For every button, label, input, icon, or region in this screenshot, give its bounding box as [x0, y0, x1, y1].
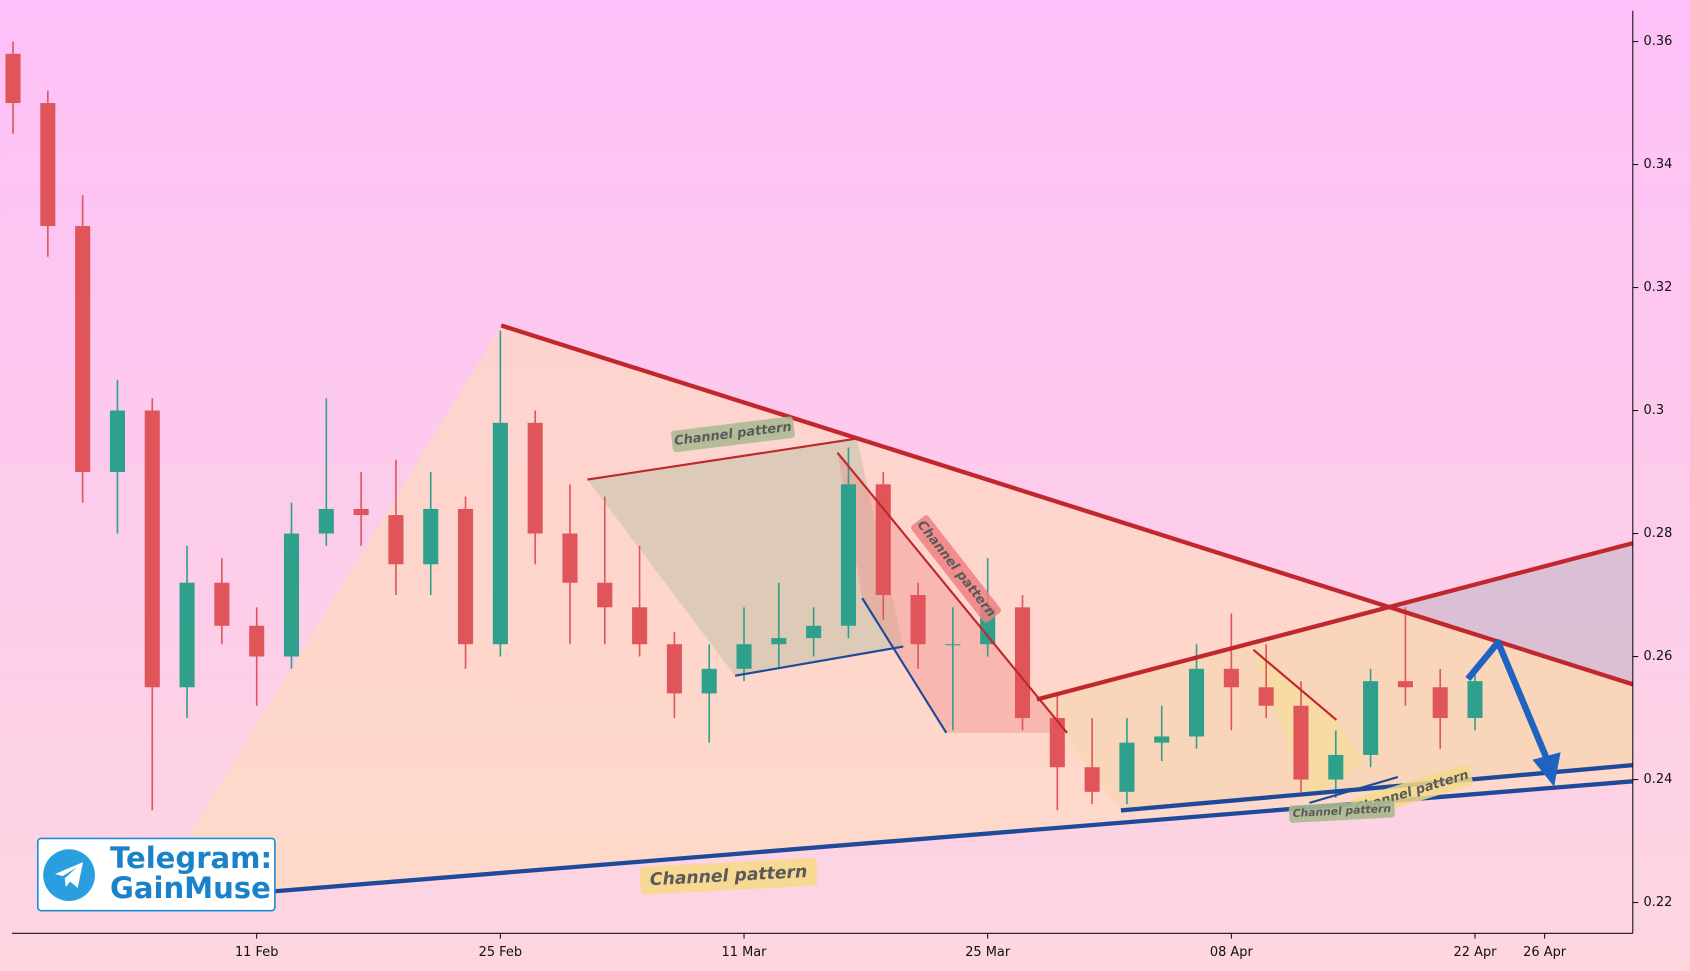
channel-line — [1252, 649, 1338, 721]
x-tick-label: 11 Feb — [235, 945, 278, 960]
candle-body — [249, 625, 265, 657]
candle-body — [527, 422, 543, 534]
watermark-text: GainMuse — [110, 871, 271, 905]
telegram-plane — [55, 862, 84, 889]
candle-body — [666, 644, 682, 694]
watermark-box — [37, 837, 276, 912]
annotation-bg — [639, 857, 818, 895]
annotation-text: Channel pattern — [1292, 802, 1391, 820]
candle-body — [5, 53, 21, 104]
candle-body — [388, 515, 404, 565]
annotation-bg — [1288, 800, 1395, 823]
candle-body — [458, 508, 474, 645]
candle-body — [1014, 607, 1031, 719]
overlap-area — [1390, 543, 1633, 685]
candle-body — [1154, 736, 1170, 743]
channel-area — [587, 438, 904, 676]
candle-body — [423, 508, 439, 565]
candle-body — [1467, 681, 1483, 719]
candle-body — [492, 422, 508, 645]
candle-body — [1223, 668, 1239, 688]
x-tick-label: 25 Mar — [965, 945, 1011, 960]
candles — [5, 41, 1483, 811]
candle-body — [562, 533, 578, 583]
trend-line — [500, 323, 1634, 687]
channel-line — [1309, 775, 1399, 804]
candle-body — [1363, 681, 1379, 755]
candle-body — [1293, 705, 1309, 780]
candle-body — [806, 625, 822, 639]
x-tick-label: 08 Apr — [1210, 945, 1254, 960]
candle-body — [597, 582, 613, 608]
y-tick-label: 0.32 — [1644, 280, 1673, 295]
candle-body — [40, 103, 56, 227]
candle-body — [771, 638, 787, 645]
arrow-head — [1532, 752, 1561, 787]
y-tick-label: 0.34 — [1644, 157, 1673, 172]
candle-body — [179, 582, 195, 688]
y-tick-label: 0.22 — [1644, 895, 1673, 910]
watermark: Telegram: GainMuse — [37, 837, 276, 912]
candle-body — [75, 226, 91, 473]
x-tick-label: 25 Feb — [479, 945, 522, 960]
candle-body — [945, 644, 961, 646]
candle-body — [701, 668, 717, 694]
y-tick-label: 0.26 — [1644, 649, 1673, 664]
x-tick-label: 26 Apr — [1523, 945, 1567, 960]
candle-body — [1119, 742, 1135, 792]
candle-body — [109, 410, 125, 473]
channel-line — [836, 451, 1068, 734]
candle-body — [214, 582, 230, 626]
candle-body — [910, 595, 926, 645]
candle-body — [632, 607, 648, 645]
candle-body — [840, 484, 856, 626]
candle-body — [1084, 767, 1100, 792]
channel-line — [734, 645, 904, 677]
annotation-bg — [910, 515, 1002, 623]
y-tick-label: 0.24 — [1644, 772, 1673, 787]
channel-line — [861, 597, 948, 734]
candle-body — [1328, 754, 1344, 780]
channel-line — [587, 437, 858, 481]
y-tick-label: 0.36 — [1644, 34, 1673, 49]
candle-body — [318, 508, 334, 534]
candle-body — [1432, 687, 1448, 719]
y-tick-label: 0.28 — [1644, 526, 1673, 541]
candle-body — [144, 410, 160, 688]
annotation: Channel pattern — [1288, 800, 1395, 823]
candle-body — [736, 644, 752, 669]
x-tick-label: 11 Mar — [722, 945, 768, 960]
x-tick-label: 22 Apr — [1454, 945, 1498, 960]
annotation-bg — [671, 416, 795, 453]
trend-line — [1036, 541, 1634, 702]
candle-body — [1258, 687, 1274, 706]
candle-body — [353, 508, 369, 516]
candle-body — [283, 533, 300, 657]
candle-body — [1188, 668, 1205, 737]
candle-body — [1049, 718, 1065, 768]
watermark-text: Telegram: — [110, 841, 272, 875]
y-tick-label: 0.3 — [1644, 403, 1665, 418]
annotation: Channel pattern — [639, 857, 818, 895]
projection-arrow — [1465, 639, 1551, 763]
candle-body — [1397, 681, 1413, 688]
